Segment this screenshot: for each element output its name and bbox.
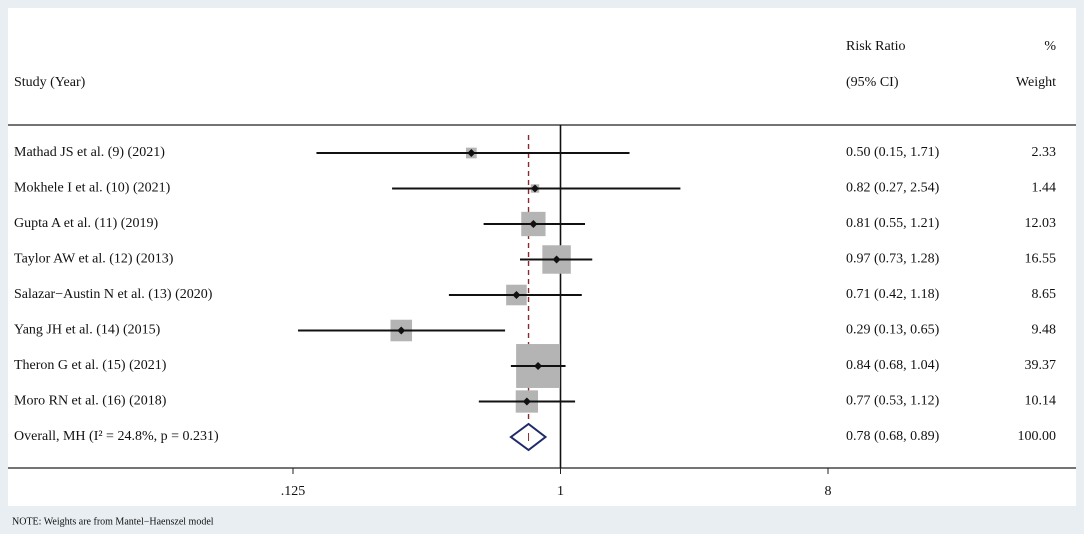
header-estimate: Risk Ratio: [846, 39, 906, 54]
study-label: Salazar−Austin N et al. (13) (2020): [14, 287, 213, 302]
x-tick-label: 1: [557, 484, 564, 499]
x-tick-label: .125: [281, 484, 306, 499]
ci-label: 0.77 (0.53, 1.12): [846, 394, 940, 409]
ci-label: 0.81 (0.55, 1.21): [846, 216, 940, 231]
header-weight: Weight: [1016, 75, 1056, 90]
point-estimate: [530, 184, 539, 193]
note: NOTE: Weights are from Mantel−Haenszel m…: [12, 516, 214, 527]
ci-label: 0.71 (0.42, 1.18): [846, 287, 940, 302]
header-ci: (95% CI): [846, 75, 899, 90]
ci-label: 0.29 (0.13, 0.65): [846, 323, 940, 338]
weight-label: 9.48: [1032, 323, 1057, 338]
overall-diamond: [509, 422, 548, 452]
header-weight: %: [1044, 39, 1056, 54]
ci-label: 0.50 (0.15, 1.71): [846, 145, 940, 160]
ci-label: 0.78 (0.68, 0.89): [846, 429, 940, 444]
point-estimate: [522, 397, 531, 406]
study-label: Moro RN et al. (16) (2018): [14, 394, 167, 409]
ci-label: 0.97 (0.73, 1.28): [846, 252, 940, 267]
weight-label: 39.37: [1025, 358, 1057, 373]
weight-label: 8.65: [1032, 287, 1057, 302]
point-estimate: [512, 291, 521, 299]
study-label: Mathad JS et al. (9) (2021): [14, 145, 165, 160]
weight-label: 2.33: [1032, 145, 1057, 160]
study-label: Yang JH et al. (14) (2015): [14, 323, 161, 338]
point-estimate: [467, 149, 476, 157]
weight-label: 10.14: [1025, 394, 1057, 409]
point-estimate: [397, 326, 406, 335]
study-label: Gupta A et al. (11) (2019): [14, 216, 158, 231]
study-label: Theron G et al. (15) (2021): [14, 358, 167, 373]
ci-label: 0.84 (0.68, 1.04): [846, 358, 940, 373]
point-estimate: [552, 255, 561, 264]
weight-label: 16.55: [1025, 252, 1057, 267]
plot-panel: [8, 8, 1076, 506]
weight-label: 1.44: [1032, 181, 1057, 196]
point-estimate: [529, 220, 538, 228]
overall-label: Overall, MH (I² = 24.8%, p = 0.231): [14, 429, 219, 444]
point-estimate: [534, 362, 543, 370]
study-label: Mokhele I et al. (10) (2021): [14, 181, 171, 196]
weight-label: 12.03: [1025, 216, 1057, 231]
weight-label: 100.00: [1018, 429, 1057, 444]
header-study: Study (Year): [14, 75, 86, 90]
x-tick-label: 8: [825, 484, 832, 499]
study-label: Taylor AW et al. (12) (2013): [14, 252, 174, 267]
ci-label: 0.82 (0.27, 2.54): [846, 181, 940, 196]
